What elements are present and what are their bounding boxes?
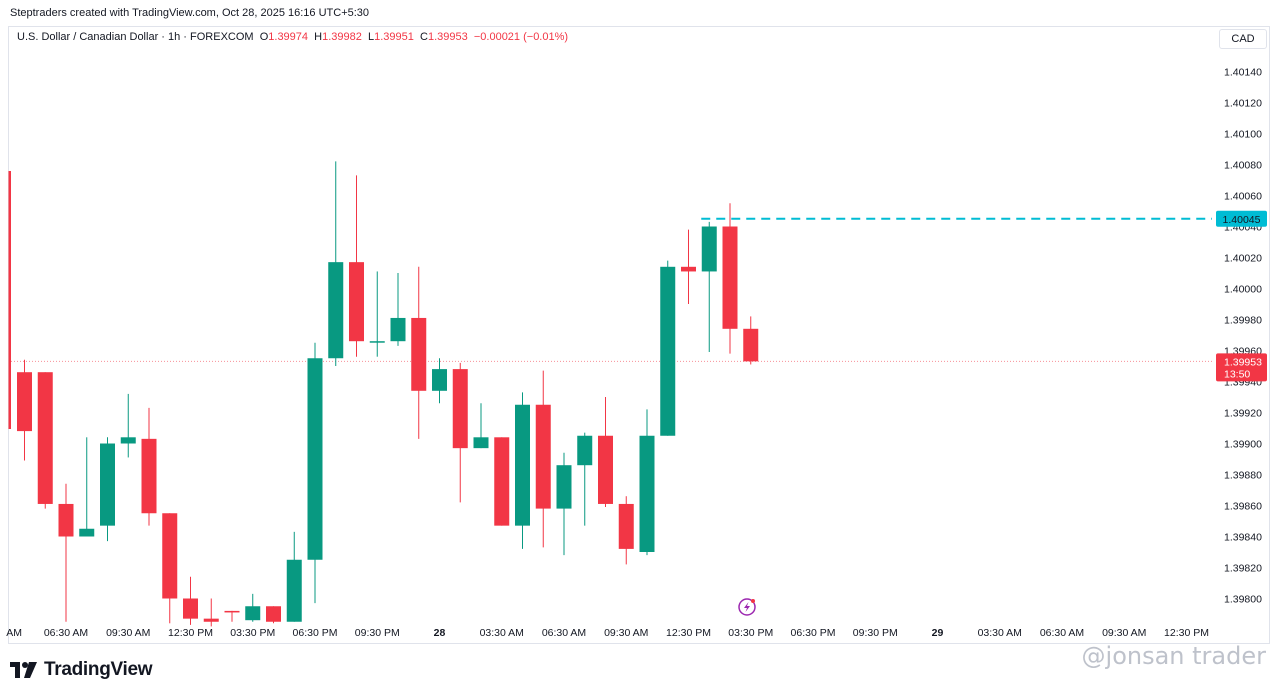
x-tick-label: 06:30 AM [542,627,586,639]
x-tick-label: 12:30 PM [666,627,711,639]
author-watermark: @jonsan trader [1081,642,1266,670]
candle-body-down [17,372,32,432]
symbol-name: U.S. Dollar / Canadian Dollar · 1h · FOR… [17,31,254,43]
candle-body-up [307,358,323,560]
candle-body-up [577,435,593,466]
edge-candle-stub [8,171,11,429]
candle-body-down [37,372,53,504]
x-tick-label: 06:30 PM [293,627,338,639]
open-label: O [259,31,269,43]
y-tick-label: 1.40080 [1224,160,1262,172]
candle-body-down [58,503,74,537]
y-tick-label: 1.39800 [1224,594,1262,606]
candle-body-up [120,437,136,444]
candle-body-up [556,465,572,509]
candle-body-down [224,610,240,613]
candle-body-down [722,226,738,329]
candle-body-up [100,443,115,526]
candle-body-down [203,618,219,622]
y-tick-label: 1.40060 [1224,191,1262,203]
candle-body-up [245,606,261,621]
candle-body-down [349,262,364,342]
y-tick-label: 1.39920 [1224,408,1262,420]
close-value: 1.39953 [427,31,468,43]
tradingview-logo[interactable]: TradingView [10,659,153,681]
x-tick-label: 12:30 PM [1164,627,1209,639]
x-tick-label: 03:30 AM [480,627,524,639]
candle-body-up [639,435,655,552]
y-tick-label: 1.39820 [1224,563,1262,575]
candle-body-up [79,528,95,537]
candle-body-down [743,328,759,362]
x-tick-label: 09:30 PM [355,627,400,639]
close-label: C [420,31,428,43]
candle-body-down [618,503,634,549]
candle-body-down [452,369,468,449]
y-tick-label: 1.40100 [1224,129,1262,141]
candle-body-up [660,266,676,436]
y-tick-label: 1.39860 [1224,501,1262,513]
candle-body-down [535,404,551,509]
candle-body-up [390,317,406,342]
candle-body-up [515,404,530,526]
x-tick-label: 12:30 PM [168,627,213,639]
x-tick-label: 03:30 PM [728,627,773,639]
x-tick-label: 09:30 AM [1102,627,1146,639]
candle-body-up [286,559,302,622]
tradingview-logo-text: TradingView [44,659,153,680]
candle-body-down [598,435,613,504]
last-price-tag [1216,353,1267,382]
high-label: H [314,31,323,43]
y-tick-label: 1.39880 [1224,470,1262,482]
y-tick-label: 1.39840 [1224,532,1262,544]
candle-body-up [701,226,717,272]
x-tick-label: 09:30 PM [853,627,898,639]
chart-attribution: Steptraders created with TradingView.com… [10,7,370,19]
change-value: −0.00021 (−0.01%) [473,31,569,43]
x-tick-label: 03:30 PM [230,627,275,639]
low-label: L [368,31,375,43]
lightning-glyph [744,602,750,612]
candle-body-up [473,437,489,449]
open-value: 1.39974 [268,31,309,43]
y-tick-label: 1.40140 [1224,67,1262,79]
tradingview-logo-icon [10,662,37,678]
event-dot [751,599,755,603]
candle-body-down [266,606,281,622]
candle-body-down [183,598,198,619]
candle-body-down [411,317,427,391]
x-tick-label: 03:30 AM [978,627,1022,639]
candle-body-down [162,513,178,599]
countdown-label: 13:50 [1224,368,1250,380]
symbol-legend: U.S. Dollar / Canadian Dollar · 1h · FOR… [17,31,568,43]
x-tick-label: 09:30 AM [106,627,150,639]
y-tick-label: 1.40000 [1224,284,1262,296]
level-price-tag [1216,210,1267,227]
candle-body-up [328,262,344,359]
x-tick-label: 29 [932,627,944,639]
y-tick-label: 1.39900 [1224,439,1262,451]
candle-body-up [432,369,447,391]
y-tick-label: 1.40120 [1224,98,1262,110]
x-tick-label: 06:30 PM [791,627,836,639]
candle-body-down [494,437,510,526]
low-value: 1.39951 [374,31,414,43]
currency-button[interactable]: CAD [1219,29,1267,49]
x-tick-label: 09:30 AM [604,627,648,639]
y-tick-label: 1.39980 [1224,315,1262,327]
y-tick-label: 1.40020 [1224,253,1262,265]
candle-body-down [681,266,696,272]
x-tick-label: 06:30 AM [44,627,88,639]
x-tick-label: 06:30 AM [1040,627,1084,639]
x-tick-label: 28 [434,627,446,639]
candle-body-up [369,341,385,343]
last-price-label: 1.39953 [1224,356,1262,368]
high-value: 1.39982 [322,31,362,43]
level-price-label: 1.40045 [1223,214,1261,226]
x-tick-label: AM [6,627,22,639]
candle-body-down [141,438,157,514]
